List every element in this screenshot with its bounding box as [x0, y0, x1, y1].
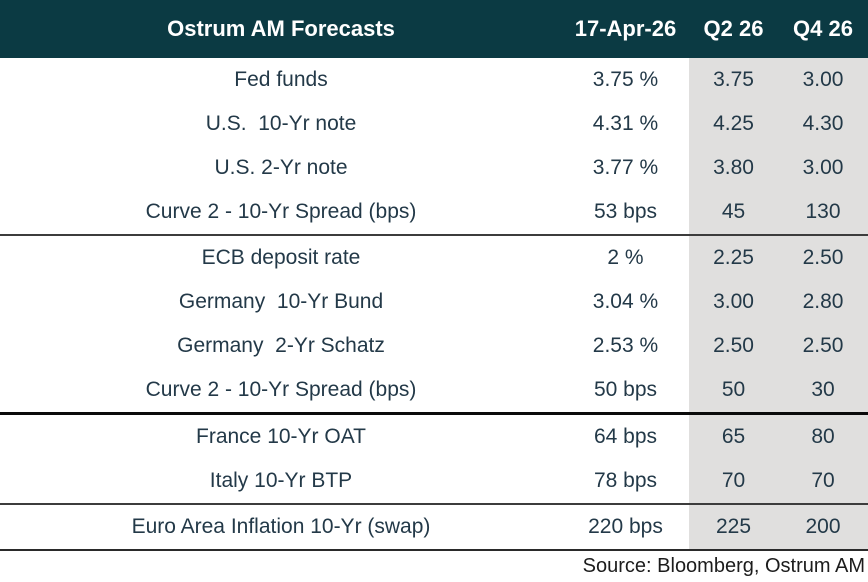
- q4-forecast-cell: 80: [778, 415, 868, 459]
- table-row: ECB deposit rate 2 % 2.25 2.50: [0, 236, 868, 280]
- row-label: Euro Area Inflation 10-Yr (swap): [131, 515, 431, 538]
- header-q4-column: Q4 26: [793, 16, 853, 41]
- table-body: Fed funds 3.75 % 3.75 3.00 U.S. 10-Yr no…: [0, 58, 868, 551]
- q2-forecast-cell: 2.25: [689, 236, 778, 280]
- header-date-column: 17-Apr-26: [574, 16, 677, 41]
- section-separator: [0, 412, 868, 415]
- q2-forecast-cell: 45: [689, 190, 778, 234]
- section-separator: [0, 549, 868, 551]
- q4-forecast-cell: 3.00: [778, 58, 868, 102]
- table-row: Fed funds 3.75 % 3.75 3.00: [0, 58, 868, 102]
- row-label: France 10-Yr OAT: [196, 425, 366, 448]
- header-title: Ostrum AM Forecasts: [167, 16, 395, 41]
- row-label: Germany 10-Yr Bund: [178, 290, 384, 313]
- table-row: Euro Area Inflation 10-Yr (swap) 220 bps…: [0, 505, 868, 549]
- row-label: Germany 2-Yr Schatz: [177, 334, 385, 357]
- header-q2-column: Q2 26: [703, 16, 764, 41]
- source-note: Source: Bloomberg, Ostrum AM: [582, 555, 865, 577]
- q2-forecast-cell: 4.25: [689, 102, 778, 146]
- q2-forecast-cell: 3.80: [689, 146, 778, 190]
- table-row: U.S. 2-Yr note 3.77 % 3.80 3.00: [0, 146, 868, 190]
- q4-forecast-cell: 70: [778, 459, 868, 503]
- current-value-cell: 3.77 %: [592, 156, 659, 179]
- q4-forecast-cell: 2.50: [778, 324, 868, 368]
- q2-forecast-cell: 65: [689, 415, 778, 459]
- row-label: Italy 10-Yr BTP: [209, 469, 353, 492]
- table-row: Germany 10-Yr Bund 3.04 % 3.00 2.80: [0, 280, 868, 324]
- row-label: U.S. 2-Yr note: [214, 156, 348, 179]
- table-row: Curve 2 - 10-Yr Spread (bps) 53 bps 45 1…: [0, 190, 868, 234]
- current-value-cell: 3.04 %: [592, 290, 659, 313]
- q2-forecast-cell: 2.50: [689, 324, 778, 368]
- table-row: U.S. 10-Yr note 4.31 % 4.25 4.30: [0, 102, 868, 146]
- forecast-table: Ostrum AM Forecasts 17-Apr-26 Q2 26 Q4 2…: [0, 0, 868, 551]
- current-value-cell: 53 bps: [593, 200, 658, 223]
- q2-forecast-cell: 3.75: [689, 58, 778, 102]
- q4-forecast-cell: 4.30: [778, 102, 868, 146]
- current-value-cell: 3.75 %: [592, 68, 659, 91]
- row-label: ECB deposit rate: [201, 246, 361, 269]
- current-value-cell: 78 bps: [593, 469, 658, 492]
- q2-forecast-cell: 70: [689, 459, 778, 503]
- row-label: Fed funds: [234, 68, 328, 91]
- table-row: Germany 2-Yr Schatz 2.53 % 2.50 2.50: [0, 324, 868, 368]
- row-label: U.S. 10-Yr note: [205, 112, 357, 135]
- current-value-cell: 2 %: [607, 246, 644, 269]
- current-value-cell: 220 bps: [588, 515, 663, 538]
- current-value-cell: 50 bps: [593, 378, 658, 401]
- section-separator: [0, 234, 868, 236]
- section-separator: [0, 503, 868, 505]
- table-row: France 10-Yr OAT 64 bps 65 80: [0, 415, 868, 459]
- q4-forecast-cell: 130: [778, 190, 868, 234]
- row-label: Curve 2 - 10-Yr Spread (bps): [145, 200, 417, 223]
- current-value-cell: 4.31 %: [592, 112, 659, 135]
- q2-forecast-cell: 50: [689, 368, 778, 412]
- table-row: Curve 2 - 10-Yr Spread (bps) 50 bps 50 3…: [0, 368, 868, 412]
- q4-forecast-cell: 30: [778, 368, 868, 412]
- q4-forecast-cell: 2.80: [778, 280, 868, 324]
- q4-forecast-cell: 2.50: [778, 236, 868, 280]
- current-value-cell: 2.53 %: [592, 334, 659, 357]
- q2-forecast-cell: 3.00: [689, 280, 778, 324]
- q4-forecast-cell: 3.00: [778, 146, 868, 190]
- row-label: Curve 2 - 10-Yr Spread (bps): [145, 378, 417, 401]
- current-value-cell: 64 bps: [593, 425, 658, 448]
- table-header-row: Ostrum AM Forecasts 17-Apr-26 Q2 26 Q4 2…: [0, 0, 868, 58]
- q2-forecast-cell: 225: [689, 505, 778, 549]
- q4-forecast-cell: 200: [778, 505, 868, 549]
- table-row: Italy 10-Yr BTP 78 bps 70 70: [0, 459, 868, 503]
